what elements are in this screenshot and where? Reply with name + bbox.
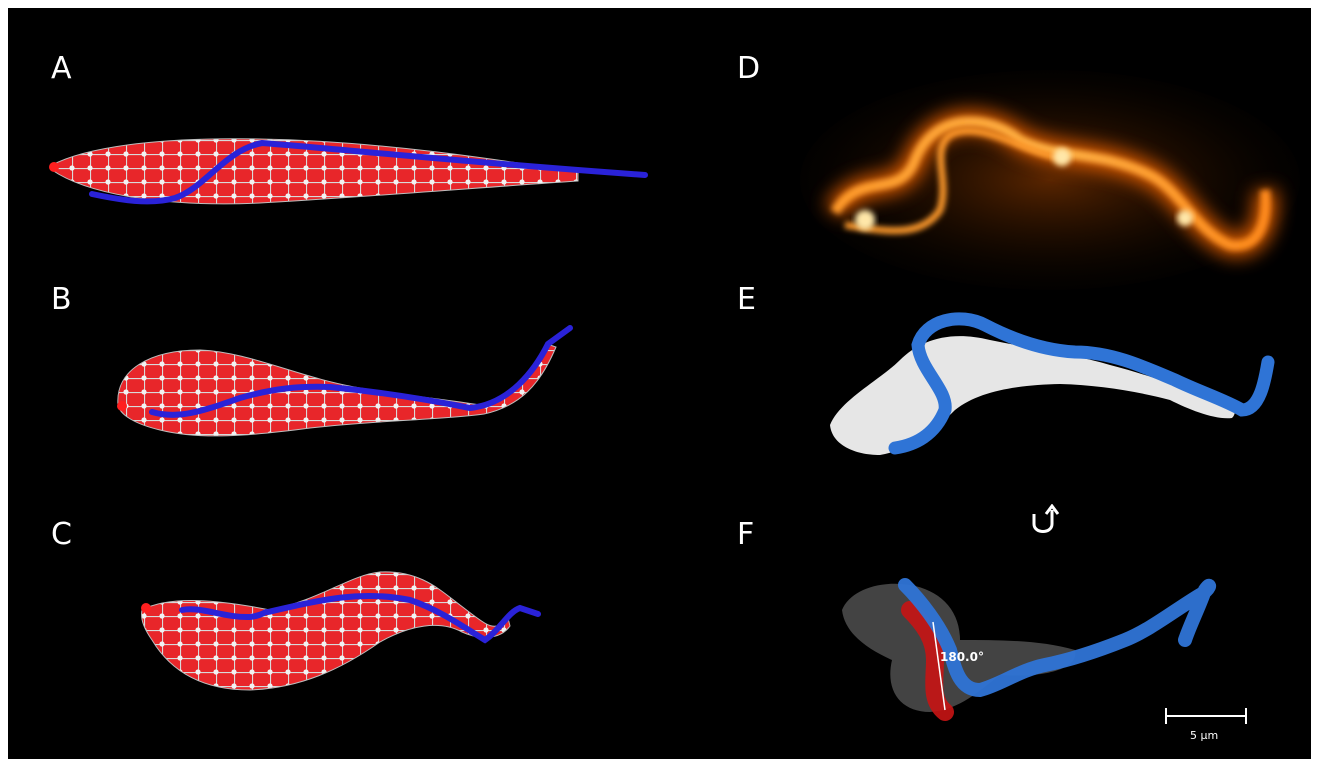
panel-label-e: E — [737, 282, 756, 317]
panel-label-f: F — [737, 517, 755, 552]
panel-b-model — [117, 325, 573, 437]
rotate-arrow-icon — [1032, 504, 1060, 533]
panel-f-highlight-segment — [901, 601, 954, 721]
panel-d-fluorescence — [800, 70, 1300, 290]
panel-b-flagellum — [149, 325, 573, 418]
panel-f-reconstruction — [842, 578, 1217, 721]
panel-c-flagellum — [179, 592, 541, 644]
panel-e-reconstruction — [830, 312, 1275, 455]
panel-e-flagellum — [888, 312, 1275, 455]
panel-f-angle-line — [932, 621, 946, 711]
panel-label-c: C — [51, 517, 72, 552]
panel-a-model — [49, 138, 648, 205]
scale-bar — [1165, 708, 1247, 724]
angle-label: 180.0° — [940, 650, 984, 664]
panel-label-a: A — [51, 51, 72, 86]
panel-f-cell-surface — [842, 583, 1076, 712]
panel-c-model — [141, 571, 541, 691]
panel-a-cell-body — [51, 138, 579, 205]
panel-f-flagellum — [898, 578, 1217, 698]
scale-bar-label: 5 µm — [1190, 729, 1219, 742]
panel-a-flagellum — [89, 139, 648, 205]
panel-label-b: B — [51, 282, 72, 317]
panel-label-d: D — [737, 51, 761, 86]
